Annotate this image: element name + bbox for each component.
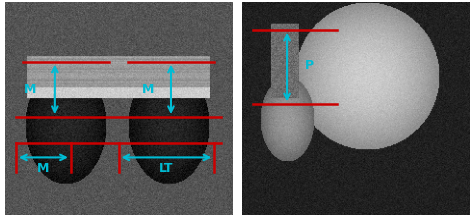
Text: M: M bbox=[142, 83, 155, 96]
Text: M: M bbox=[24, 83, 36, 96]
Text: M: M bbox=[37, 161, 50, 174]
Text: P: P bbox=[305, 59, 314, 72]
Text: LT: LT bbox=[159, 161, 173, 174]
